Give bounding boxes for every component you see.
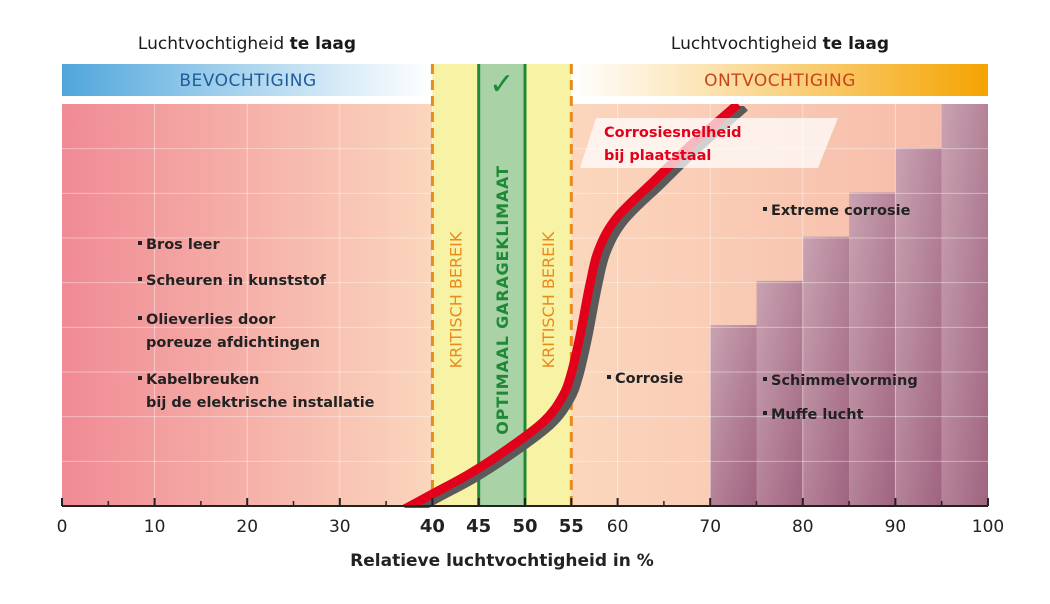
- annotation-extreme-corrosie: Extreme corrosie: [771, 203, 911, 219]
- band-ontvochtiging: [571, 64, 988, 96]
- annotation-olieverlies: Olieverlies door: [146, 312, 276, 328]
- annotation-corrosie: Corrosie: [615, 371, 683, 387]
- band-left-label: BEVOCHTIGING: [179, 71, 316, 91]
- x-tick-label-30: 30: [329, 517, 351, 537]
- x-tick-label-0: 0: [57, 517, 68, 537]
- x-axis-ticks: 0 10 20 30 40 45 50 55 60 70 80 90 100: [57, 498, 1004, 537]
- x-axis-label: Relatieve luchtvochtigheid in %: [350, 551, 654, 571]
- label-critical-left: KRITISCH BEREIK: [447, 231, 466, 368]
- mold-steps: [710, 104, 988, 506]
- curve-label-background: [580, 118, 838, 168]
- label-critical-right: KRITISCH BEREIK: [539, 231, 558, 368]
- x-tick-label-60: 60: [607, 517, 629, 537]
- curve-label-line2: bij plaatstaal: [604, 148, 711, 164]
- label-optimal: OPTIMAAL GARAGEKLIMAAT: [493, 165, 512, 434]
- mold-step-5: [941, 104, 988, 506]
- header-left: Luchtvochtigheid te laag: [138, 34, 356, 54]
- annotation-muffe-lucht: Muffe lucht: [771, 407, 864, 423]
- x-tick-label-40: 40: [420, 516, 445, 537]
- annotation-kabelbreuken: Kabelbreuken: [146, 372, 259, 388]
- x-tick-label-20: 20: [236, 517, 258, 537]
- grid-lines: [62, 104, 988, 506]
- mold-step-2: [802, 236, 850, 506]
- bg-left-area: [62, 104, 432, 506]
- zone-optimal: [478, 64, 525, 506]
- x-tick-label-70: 70: [699, 517, 721, 537]
- annotation-schimmelvorming: Schimmelvorming: [771, 373, 918, 389]
- curve-label-line1: Corrosiesnelheid: [604, 125, 742, 141]
- band-right-label: ONTVOCHTIGING: [704, 71, 856, 91]
- x-tick-label-50: 50: [512, 516, 537, 537]
- annotation-scheuren: Scheuren in kunststof: [146, 273, 327, 289]
- x-tick-label-100: 100: [972, 517, 1004, 537]
- x-tick-label-55: 55: [559, 516, 584, 537]
- annotation-kabelbreuken-2: bij de elektrische installatie: [146, 395, 375, 411]
- zone-critical-left: [432, 64, 479, 506]
- mold-step-1: [756, 280, 803, 506]
- x-tick-label-80: 80: [792, 517, 814, 537]
- x-tick-label-45: 45: [466, 516, 491, 537]
- mold-step-3: [849, 192, 896, 506]
- annotation-bros-leer: Bros leer: [146, 237, 220, 253]
- left-annotations: Bros leer Scheuren in kunststof Olieverl…: [138, 237, 375, 411]
- x-tick-label-10: 10: [144, 517, 166, 537]
- mold-step-4: [895, 148, 942, 506]
- annotation-olieverlies-2: poreuze afdichtingen: [146, 335, 320, 351]
- mold-step-0: [710, 325, 757, 506]
- band-bevochtiging: [62, 64, 432, 96]
- header-right: Luchtvochtigheid te laag: [671, 34, 889, 54]
- x-tick-label-90: 90: [885, 517, 907, 537]
- check-icon: ✓: [489, 67, 514, 102]
